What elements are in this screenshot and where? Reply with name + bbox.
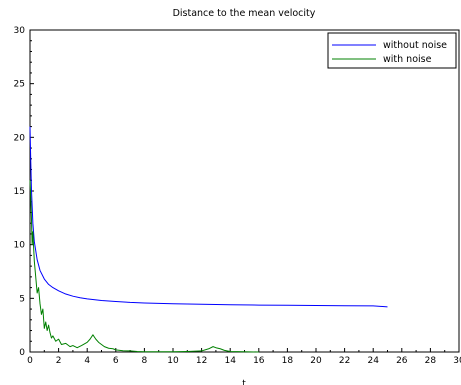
series-lines xyxy=(29,126,388,353)
x-tick-label: 2 xyxy=(56,356,62,366)
legend-box xyxy=(327,32,457,69)
series-line-without-noise xyxy=(29,126,388,308)
y-tick-label: 10 xyxy=(14,241,26,251)
x-tick-label: 24 xyxy=(367,356,379,366)
x-tick-label: 22 xyxy=(339,356,350,366)
x-tick-label: 18 xyxy=(282,356,294,366)
legend-label-with-noise: with noise xyxy=(383,54,432,65)
x-tick-label: 12 xyxy=(196,356,207,366)
x-tick-label: 26 xyxy=(396,356,408,366)
x-tick-label: 16 xyxy=(253,356,265,366)
y-tick-label: 15 xyxy=(14,187,25,197)
x-tick-label: 6 xyxy=(113,356,119,366)
chart-title: Distance to the mean velocity xyxy=(173,8,316,19)
x-tick-label: 4 xyxy=(84,356,90,366)
plot-frame xyxy=(29,29,460,353)
x-tick-label: 30 xyxy=(453,356,461,366)
x-tick-label: 0 xyxy=(27,356,33,366)
x-tick-label: 10 xyxy=(167,356,179,366)
y-tick-label: 5 xyxy=(19,294,25,304)
y-tick-label: 20 xyxy=(14,133,26,143)
y-tick-label: 25 xyxy=(14,80,25,90)
legend-label-without-noise: without noise xyxy=(383,40,447,51)
x-axis-label: t xyxy=(242,379,246,385)
y-tick-label: 30 xyxy=(14,26,26,36)
x-tick-label: 20 xyxy=(310,356,322,366)
x-tick-label: 14 xyxy=(224,356,236,366)
y-tick-label: 0 xyxy=(19,348,25,358)
axis-ticks: 024681012141618202224262830051015202530 xyxy=(14,26,461,366)
x-tick-label: 8 xyxy=(142,356,148,366)
legend: without noise with noise xyxy=(327,32,457,69)
series-line-with-noise xyxy=(29,180,259,353)
x-tick-label: 28 xyxy=(425,356,437,366)
